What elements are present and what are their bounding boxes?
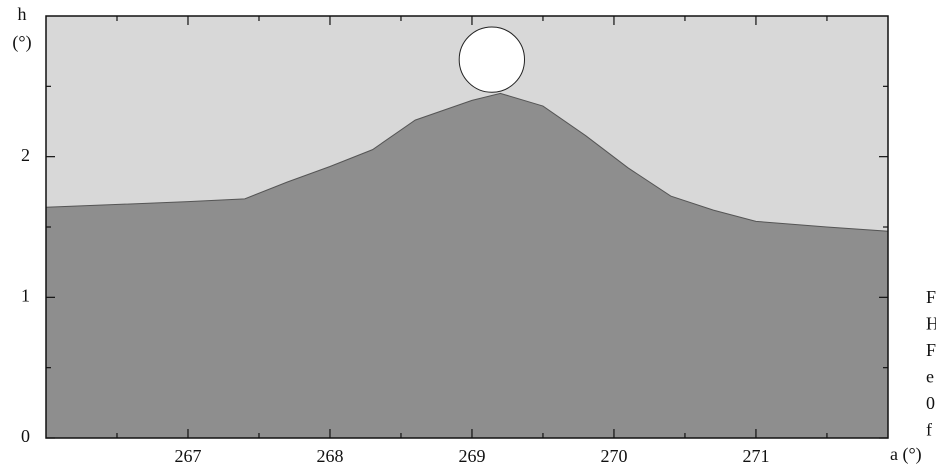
y-tick-label: 1 — [21, 285, 30, 305]
caption-fragment: F — [926, 340, 936, 360]
caption-fragment: H — [926, 314, 936, 334]
x-tick-label: 271 — [742, 446, 769, 466]
caption-fragment: F — [926, 287, 936, 307]
terrain-profile — [45, 92, 889, 439]
caption-fragment: f — [926, 420, 932, 440]
y-tick-label: 2 — [21, 145, 30, 165]
caption-fragment: e — [926, 367, 934, 387]
y-tick-label: 0 — [21, 426, 30, 446]
caption-fragment: 0 — [926, 393, 935, 413]
sun-disk — [458, 26, 526, 93]
x-tick-label: 269 — [458, 446, 485, 466]
y-label: (°) — [12, 32, 31, 53]
x-tick-label: 270 — [600, 446, 627, 466]
x-tick-label: 268 — [316, 446, 343, 466]
y-label: h — [18, 4, 27, 24]
x-label: a (°) — [890, 444, 922, 465]
x-tick-label: 267 — [174, 446, 201, 466]
